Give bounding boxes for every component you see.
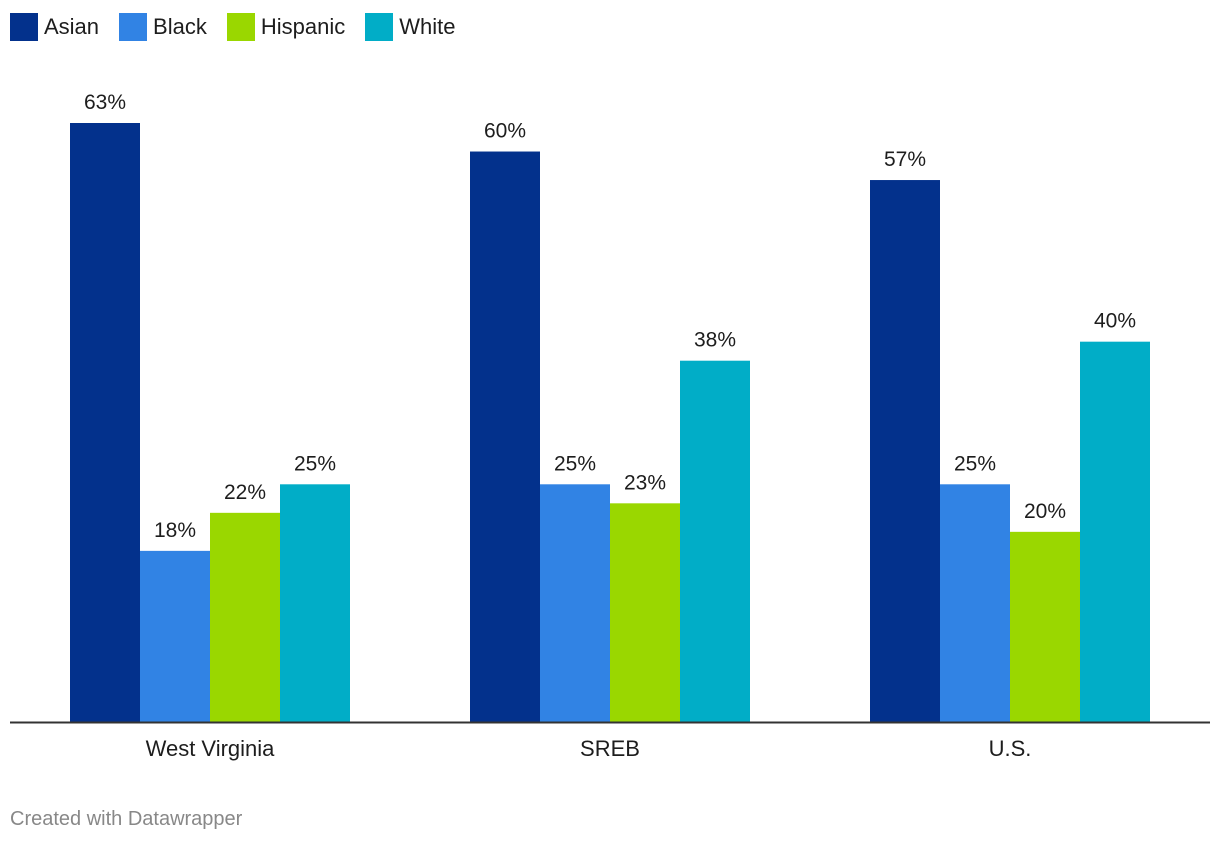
category-label-u-s: U.S. [989,736,1032,761]
legend-swatch-hispanic [226,13,255,41]
legend-label-asian: Asian [44,14,100,39]
bar-u-s-asian [870,180,940,723]
legend-label-hispanic: Hispanic [260,14,346,39]
bar-sreb-hispanic [610,503,680,722]
data-label-west-virginia-black: 18% [154,519,196,542]
legend: Asian Black Hispanic White [10,13,475,41]
data-label-sreb-asian: 60% [484,120,526,143]
legend-swatch-asian [10,13,38,41]
footer-credit[interactable]: Created with Datawrapper [10,808,243,830]
legend-item-white: White [365,13,455,41]
bar-sreb-asian [470,151,540,722]
data-label-sreb-white: 38% [694,329,736,352]
bar-west-virginia-hispanic [210,512,280,722]
data-label-u-s-white: 40% [1094,310,1136,333]
category-label-sreb: SREB [580,736,640,761]
data-label-u-s-asian: 57% [884,148,926,171]
bar-u-s-black [940,484,1010,722]
bar-sreb-white [680,360,750,722]
data-label-sreb-hispanic: 23% [624,471,666,494]
bar-sreb-black [540,484,610,722]
bar-west-virginia-asian [70,123,140,722]
legend-label-white: White [399,14,456,39]
legend-item-asian: Asian [10,13,99,41]
bar-u-s-hispanic [1010,531,1080,722]
data-label-west-virginia-white: 25% [294,452,336,475]
legend-item-black: Black [119,13,207,41]
legend-item-hispanic: Hispanic [226,13,346,41]
data-label-west-virginia-hispanic: 22% [224,481,266,504]
data-label-sreb-black: 25% [554,452,596,475]
data-label-west-virginia-asian: 63% [84,91,126,114]
bar-west-virginia-black [140,550,210,722]
legend-label-black: Black [153,14,207,39]
legend-swatch-black [119,13,148,41]
bar-west-virginia-white [280,484,350,722]
bar-u-s-white [1080,341,1150,722]
category-label-west-virginia: West Virginia [146,736,276,761]
data-label-u-s-hispanic: 20% [1024,500,1066,523]
legend-swatch-white [365,13,394,41]
data-label-u-s-black: 25% [954,452,996,475]
